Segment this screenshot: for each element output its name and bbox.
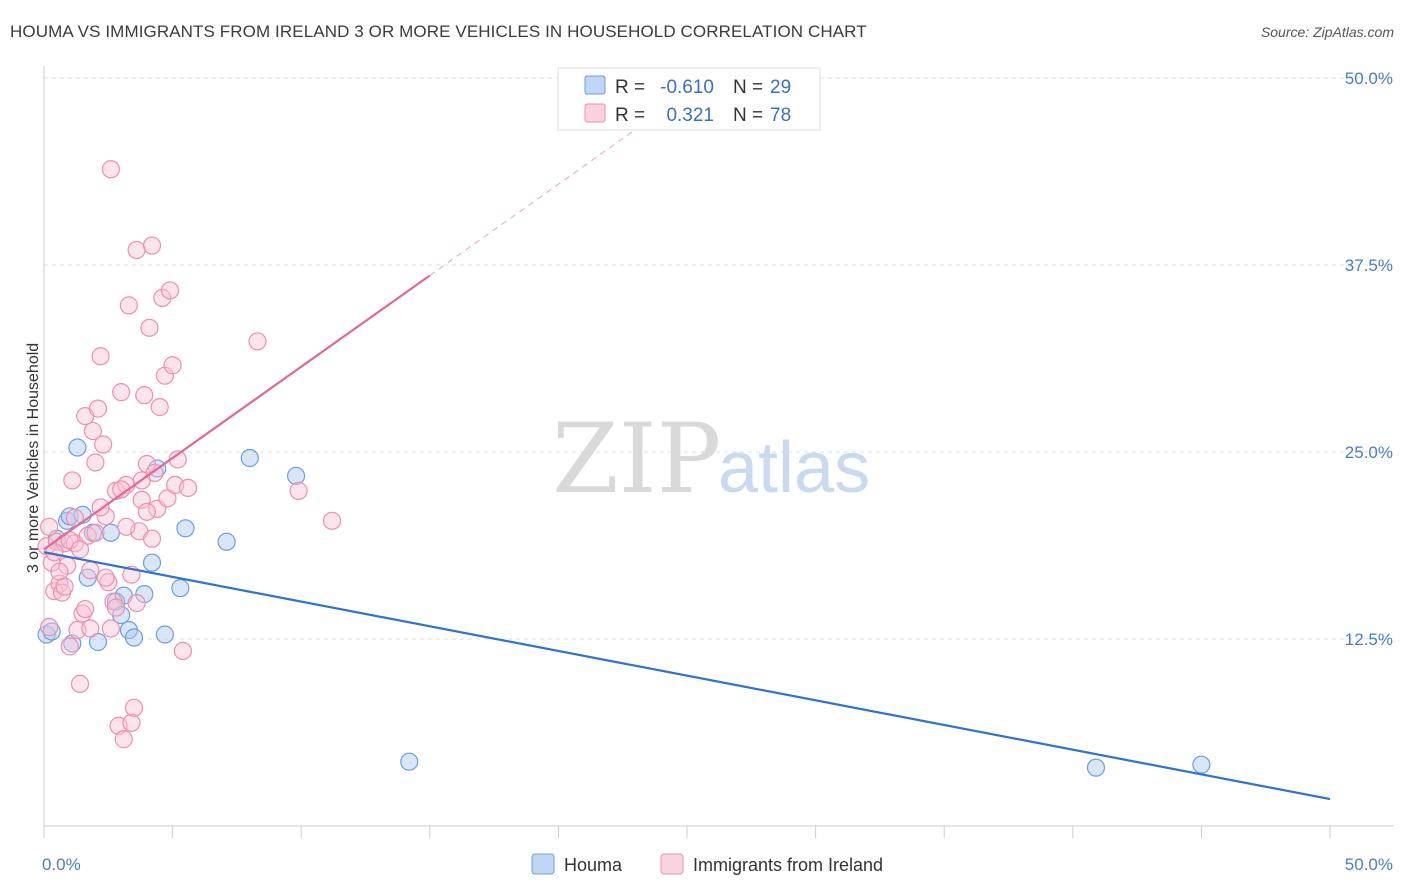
- series-legend: Houma Immigrants from Ireland: [531, 853, 883, 875]
- grid-lines: [44, 77, 1390, 640]
- axes: [43, 66, 1394, 838]
- legend-r-value-ireland: 0.321: [666, 105, 714, 126]
- houma-point-23: [240, 448, 259, 468]
- legend-r-label-houma: R =: [615, 77, 645, 98]
- trend-lines: [43, 92, 1331, 801]
- ireland-point-23: [96, 507, 115, 526]
- houma-point-7: [78, 568, 97, 587]
- bottom-legend-swatch-houma: [531, 853, 555, 875]
- bottom-legend-label-ireland: Immigrants from Ireland: [693, 855, 883, 875]
- y-axis-label: 3 or more Vehicles in Household: [25, 343, 42, 573]
- ireland-point-33: [122, 713, 141, 732]
- ireland-point-55: [289, 481, 308, 500]
- y-tick-label-3: 50.0%: [1345, 69, 1393, 88]
- x-tick-label-0: 0.0%: [42, 855, 81, 874]
- houma-point-9: [88, 632, 108, 652]
- ireland-point-44: [150, 398, 169, 417]
- ireland-point-63: [70, 540, 90, 559]
- ireland-point-41: [142, 236, 162, 255]
- houma-point-22: [217, 532, 236, 551]
- trend-line-ireland-extension: [429, 92, 688, 276]
- ireland-point-70: [106, 598, 126, 617]
- y-tick-label-0: 12.5%: [1345, 630, 1393, 649]
- houma-point-24: [286, 466, 306, 486]
- ireland-point-17: [81, 619, 100, 638]
- correlation-legend: R = -0.610 N = 29 R = 0.321 N = 78: [557, 67, 821, 131]
- ireland-point-13: [70, 674, 90, 693]
- ireland-point-25: [101, 160, 120, 179]
- houma-point-26: [1086, 758, 1106, 777]
- legend-swatch-ireland: [584, 103, 606, 123]
- trend-line-ireland: [43, 274, 431, 551]
- ireland-point-32: [119, 296, 138, 315]
- ireland-point-19: [86, 453, 105, 472]
- legend-n-label-ireland: N =: [733, 105, 763, 126]
- ireland-point-18: [83, 421, 102, 441]
- houma-point-20: [171, 579, 190, 598]
- ireland-point-54: [248, 332, 267, 351]
- ireland-point-10: [63, 471, 82, 490]
- watermark-atlas: atlas: [718, 428, 870, 508]
- houma-point-0: [37, 625, 56, 644]
- series-ireland-points: [37, 160, 342, 749]
- ireland-point-22: [94, 435, 113, 454]
- ireland-point-20: [88, 399, 108, 418]
- legend-swatch-houma: [584, 75, 606, 95]
- legend-r-label-ireland: R =: [615, 105, 645, 126]
- ireland-point-34: [124, 698, 144, 717]
- watermark-zip: ZIP: [552, 403, 721, 515]
- ireland-point-66: [86, 523, 105, 542]
- ireland-point-21: [91, 347, 110, 366]
- houma-point-15: [124, 628, 144, 647]
- ireland-point-38: [135, 386, 154, 405]
- ireland-point-48: [160, 281, 180, 300]
- ireland-point-53: [178, 478, 198, 498]
- ireland-point-37: [132, 490, 151, 509]
- y-tick-label-2: 37.5%: [1345, 256, 1393, 275]
- y-tick-label-1: 25.0%: [1345, 443, 1393, 462]
- ireland-point-30: [114, 730, 133, 749]
- ireland-point-64: [76, 599, 95, 619]
- chart-title: HOUMA VS IMMIGRANTS FROM IRELAND 3 OR MO…: [10, 22, 867, 41]
- ireland-point-60: [55, 577, 74, 596]
- ireland-point-52: [173, 641, 192, 661]
- ireland-point-47: [158, 489, 177, 508]
- houma-point-5: [68, 438, 87, 457]
- tick-labels: 12.5% 25.0% 37.5% 50.0% 0.0% 50.0%: [42, 69, 1393, 874]
- ireland-point-49: [163, 356, 182, 375]
- ireland-point-68: [96, 568, 115, 587]
- ireland-point-76: [137, 502, 156, 521]
- ireland-point-29: [112, 383, 131, 402]
- ireland-point-45: [153, 288, 172, 308]
- legend-r-value-houma: -0.610: [660, 77, 714, 98]
- houma-point-19: [155, 625, 174, 644]
- houma-point-10: [101, 523, 120, 542]
- ireland-point-56: [322, 511, 342, 530]
- ireland-point-77: [142, 529, 162, 548]
- legend-n-label-houma: N =: [733, 77, 763, 98]
- bottom-legend-swatch-ireland: [660, 853, 684, 875]
- ireland-point-40: [140, 318, 159, 337]
- ireland-point-35: [127, 240, 146, 260]
- houma-point-25: [400, 752, 419, 771]
- trend-line-houma: [43, 551, 1331, 801]
- ireland-point-9: [60, 637, 79, 656]
- houma-point-27: [1192, 755, 1211, 774]
- legend-n-value-ireland: 78: [770, 105, 791, 126]
- x-tick-label-1: 50.0%: [1345, 855, 1393, 874]
- bottom-legend-label-houma: Houma: [564, 855, 623, 875]
- ireland-point-72: [117, 517, 136, 536]
- ireland-point-69: [101, 619, 120, 638]
- ireland-point-74: [127, 593, 146, 613]
- watermark: ZIP atlas: [552, 403, 870, 515]
- legend-n-value-houma: 29: [770, 77, 791, 98]
- source-label: Source: ZipAtlas.com: [1260, 24, 1394, 40]
- houma-point-21: [176, 519, 195, 538]
- houma-point-17: [142, 553, 162, 572]
- ireland-point-65: [81, 561, 100, 580]
- ireland-point-1: [40, 617, 59, 637]
- houma-point-4: [63, 634, 82, 653]
- ireland-point-57: [40, 517, 59, 536]
